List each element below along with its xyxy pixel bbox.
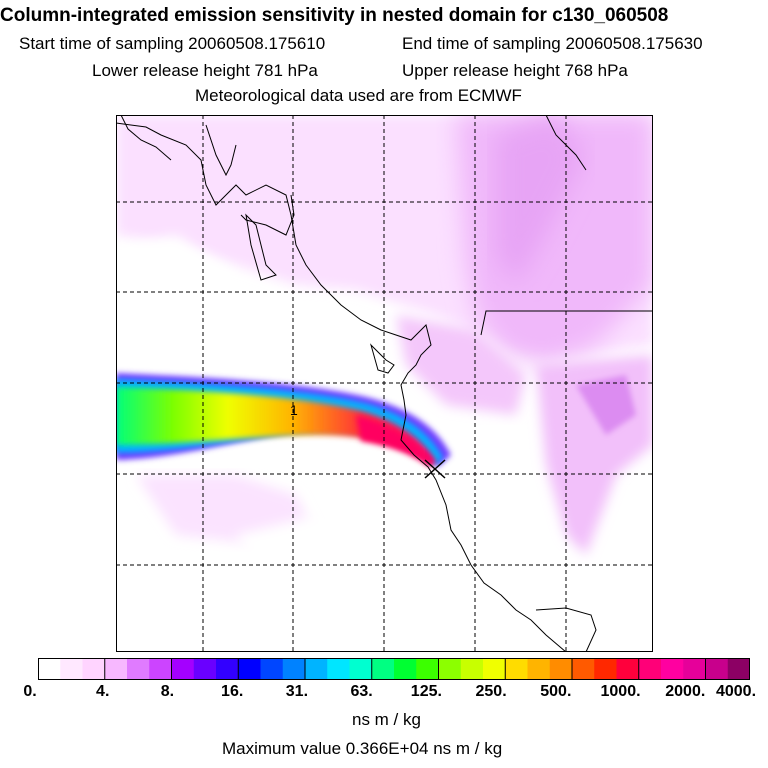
colorbar-cell — [104, 658, 128, 680]
colorbar-tick-label: 125. — [410, 683, 442, 700]
plume — [116, 373, 451, 467]
colorbar-tick-label: 16. — [221, 683, 244, 700]
colorbar-tick-label: 2000. — [665, 683, 706, 700]
colorbar — [38, 658, 750, 680]
colorbar-tick-label: 63. — [350, 683, 373, 700]
colorbar-cell — [282, 658, 306, 680]
colorbar-tick-label: 4. — [96, 683, 110, 700]
colorbar-cell — [616, 658, 640, 680]
map-frame — [116, 115, 653, 652]
colorbar-cell — [683, 658, 707, 680]
colorbar-cell — [82, 658, 106, 680]
colorbar-cell — [705, 658, 729, 680]
colorbar-cell — [394, 658, 417, 680]
colorbar-cell — [416, 658, 440, 680]
colorbar-cell — [260, 658, 284, 680]
colorbar-cell — [127, 658, 150, 680]
colorbar-tick-label: 8. — [160, 683, 175, 700]
colorbar-cell — [38, 658, 61, 680]
end-time-label: End time of sampling 20060508.175630 — [402, 34, 703, 53]
colorbar-cell — [549, 658, 573, 680]
colorbar-cell — [527, 658, 551, 680]
colorbar-cell — [483, 658, 506, 680]
colorbar-cell — [305, 658, 328, 680]
colorbar-cell — [460, 658, 484, 680]
colorbar-cell — [727, 658, 750, 680]
release-marker: 1 — [290, 402, 446, 479]
plot-title: Column-integrated emission sensitivity i… — [0, 5, 669, 26]
maximum-value-label: Maximum value 0.366E+04 ns m / kg — [222, 739, 503, 758]
colorbar-cell — [638, 658, 662, 680]
met-data-label: Meteorological data used are from ECMWF — [195, 86, 522, 105]
colorbar-cell — [438, 658, 462, 680]
colorbar-cell — [60, 658, 84, 680]
colorbar-cell — [594, 658, 618, 680]
colorbar-tick-label: 1000. — [600, 683, 641, 700]
colorbar-cell — [371, 658, 395, 680]
colorbar-tick-label: 500. — [540, 683, 572, 700]
grid-lines — [116, 115, 653, 652]
coastlines — [116, 115, 653, 652]
sensitivity-map: 1 — [116, 115, 653, 652]
lower-release-label: Lower release height 781 hPa — [92, 61, 318, 80]
colorbar-cell — [149, 658, 173, 680]
colorbar-cell — [193, 658, 217, 680]
start-time-label: Start time of sampling 20060508.175610 — [19, 34, 326, 53]
colorbar-cell — [572, 658, 595, 680]
colorbar-cell — [238, 658, 262, 680]
release-marker-number: 1 — [290, 402, 298, 418]
colorbar-units: ns m / kg — [352, 710, 421, 729]
colorbar-cell — [661, 658, 684, 680]
colorbar-cell — [349, 658, 373, 680]
colorbar-cell — [171, 658, 195, 680]
colorbar-cell — [216, 658, 239, 680]
colorbar-tick-label: 4000. — [715, 683, 757, 700]
colorbar-tick-label: 31. — [285, 683, 309, 700]
colorbar-tick-label: 0. — [23, 683, 37, 700]
colorbar-cell — [505, 658, 529, 680]
upper-release-label: Upper release height 768 hPa — [402, 61, 628, 80]
colorbar-cell — [327, 658, 351, 680]
colorbar-tick-label: 250. — [475, 683, 507, 700]
